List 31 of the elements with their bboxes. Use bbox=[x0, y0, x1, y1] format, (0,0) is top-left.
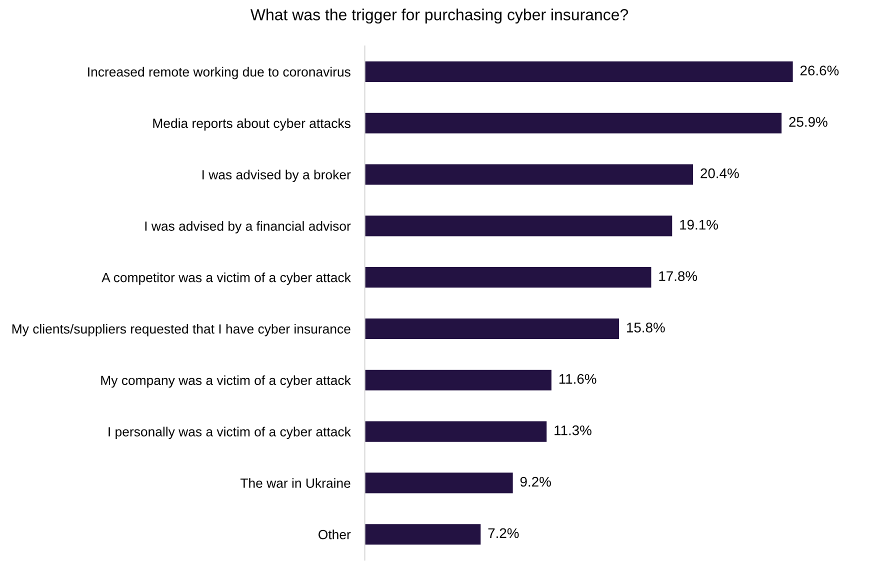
bar bbox=[364, 164, 694, 185]
data-label: 26.6% bbox=[800, 66, 839, 76]
y-tick-label: I personally was a victim of a cyber attack bbox=[108, 426, 351, 440]
data-label: 11.3% bbox=[554, 425, 592, 436]
bar bbox=[364, 524, 481, 545]
y-tick-label: I was advised by a financial advisor bbox=[145, 221, 351, 234]
y-tick-label: Other bbox=[318, 530, 351, 540]
data-label: 11.6% bbox=[559, 374, 596, 384]
y-tick-label: My company was a victim of a cyber attack bbox=[101, 375, 351, 388]
data-label: 15.8% bbox=[627, 322, 665, 332]
data-label: 20.4% bbox=[700, 168, 739, 178]
data-label: 9.2% bbox=[520, 476, 551, 487]
bar bbox=[364, 216, 672, 236]
bar bbox=[364, 472, 513, 494]
y-tick-label: The war in Ukraine bbox=[240, 478, 350, 488]
data-label: 25.9% bbox=[789, 117, 828, 127]
bar bbox=[364, 61, 793, 82]
data-label: 17.8% bbox=[659, 271, 698, 282]
chart-title: What was the trigger for purchasing cyber insurance? bbox=[250, 8, 628, 24]
data-label: 19.1% bbox=[680, 220, 718, 230]
y-tick-label: Increased remote working due to coronavirus bbox=[88, 66, 350, 80]
y-tick-label: I was advised by a broker bbox=[202, 170, 351, 182]
bar bbox=[364, 318, 620, 340]
bar bbox=[364, 370, 552, 390]
bar bbox=[364, 267, 652, 288]
bar bbox=[364, 421, 547, 442]
data-label: 7.2% bbox=[488, 528, 519, 538]
bar bbox=[364, 112, 782, 134]
y-tick-label: Media reports about cyber attacks bbox=[153, 118, 350, 131]
y-tick-label: A competitor was a victim of a cyber attack bbox=[102, 272, 351, 285]
y-tick-label: My clients/suppliers requested that I have cyber insurance bbox=[12, 324, 350, 336]
